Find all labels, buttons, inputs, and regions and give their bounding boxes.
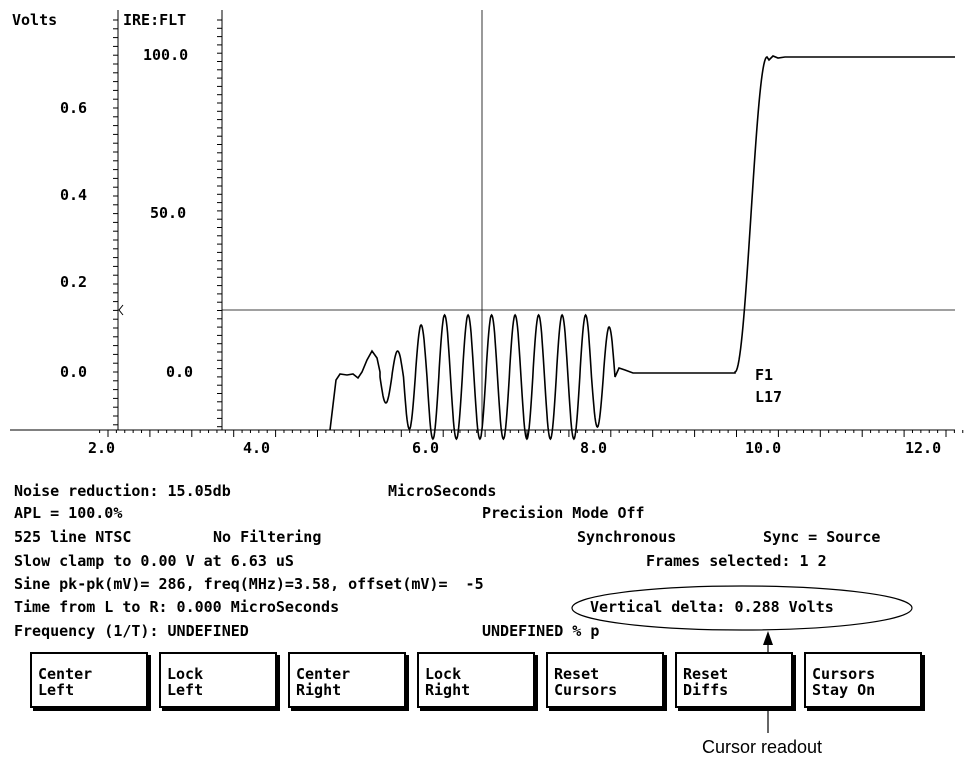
center-right-button[interactable]: Center Right bbox=[288, 652, 406, 708]
lock-right-button[interactable]: Lock Right bbox=[417, 652, 535, 708]
apl: APL = 100.0% bbox=[14, 504, 123, 522]
video-standard: 525 line NTSC bbox=[14, 528, 132, 546]
filtering: No Filtering bbox=[213, 528, 322, 546]
vertical-delta: Vertical delta: 0.288 Volts bbox=[590, 598, 834, 616]
volts-tick-label: 0.0 bbox=[60, 363, 87, 381]
noise-reduction: Noise reduction: 15.05db bbox=[14, 482, 231, 500]
sync-source: Sync = Source bbox=[763, 528, 881, 546]
ire-axis-label: IRE:FLT bbox=[123, 11, 186, 29]
clamp-setting: Slow clamp to 0.00 V at 6.63 uS bbox=[14, 552, 294, 570]
time-l-to-r: Time from L to R: 0.000 MicroSeconds bbox=[14, 598, 340, 616]
readout-ellipse bbox=[571, 585, 913, 631]
undefined-percent: UNDEFINED % p bbox=[482, 622, 600, 640]
sine-measurement: Sine pk-pk(mV)= 286, freq(MHz)=3.58, off… bbox=[14, 575, 484, 593]
volts-tick-label: 0.4 bbox=[60, 186, 87, 204]
ire-tick-label: 50.0 bbox=[150, 204, 186, 222]
time-tick-label: 4.0 bbox=[243, 439, 270, 457]
cursors-stay-on-button[interactable]: Cursors Stay On bbox=[804, 652, 922, 708]
time-tick-label: 2.0 bbox=[88, 439, 115, 457]
callout-arrow-icon bbox=[763, 631, 773, 645]
time-tick-label: 8.0 bbox=[580, 439, 607, 457]
time-tick-label: 6.0 bbox=[412, 439, 439, 457]
left-cursor-marker bbox=[118, 304, 124, 316]
sync-mode: Synchronous bbox=[577, 528, 677, 546]
waveform-display: Volts IRE:FLT 0.6 0.4 0.2 0.0 100.0 50.0… bbox=[10, 10, 964, 457]
center-left-button[interactable]: Center Left bbox=[30, 652, 148, 708]
time-tick-label: 12.0 bbox=[905, 439, 941, 457]
frames-selected: Frames selected: 1 2 bbox=[646, 552, 827, 570]
ire-tick-label: 0.0 bbox=[166, 363, 193, 381]
reset-diffs-button[interactable]: Reset Diffs bbox=[675, 652, 793, 708]
volts-axis-label: Volts bbox=[12, 11, 57, 29]
frequency: Frequency (1/T): UNDEFINED bbox=[14, 622, 249, 640]
volts-tick-label: 0.6 bbox=[60, 99, 87, 117]
time-units: MicroSeconds bbox=[388, 482, 497, 500]
volts-tick-label: 0.2 bbox=[60, 273, 87, 291]
reset-cursors-button[interactable]: Reset Cursors bbox=[546, 652, 664, 708]
lock-left-button[interactable]: Lock Left bbox=[159, 652, 277, 708]
waveform-trace bbox=[329, 55, 955, 441]
cursor-readout-callout: Cursor readout bbox=[702, 737, 823, 757]
line-label: L17 bbox=[755, 388, 782, 406]
ire-tick-label: 100.0 bbox=[143, 46, 188, 64]
time-tick-label: 10.0 bbox=[745, 439, 781, 457]
precision-mode: Precision Mode Off bbox=[482, 504, 645, 522]
field-label: F1 bbox=[755, 366, 773, 384]
